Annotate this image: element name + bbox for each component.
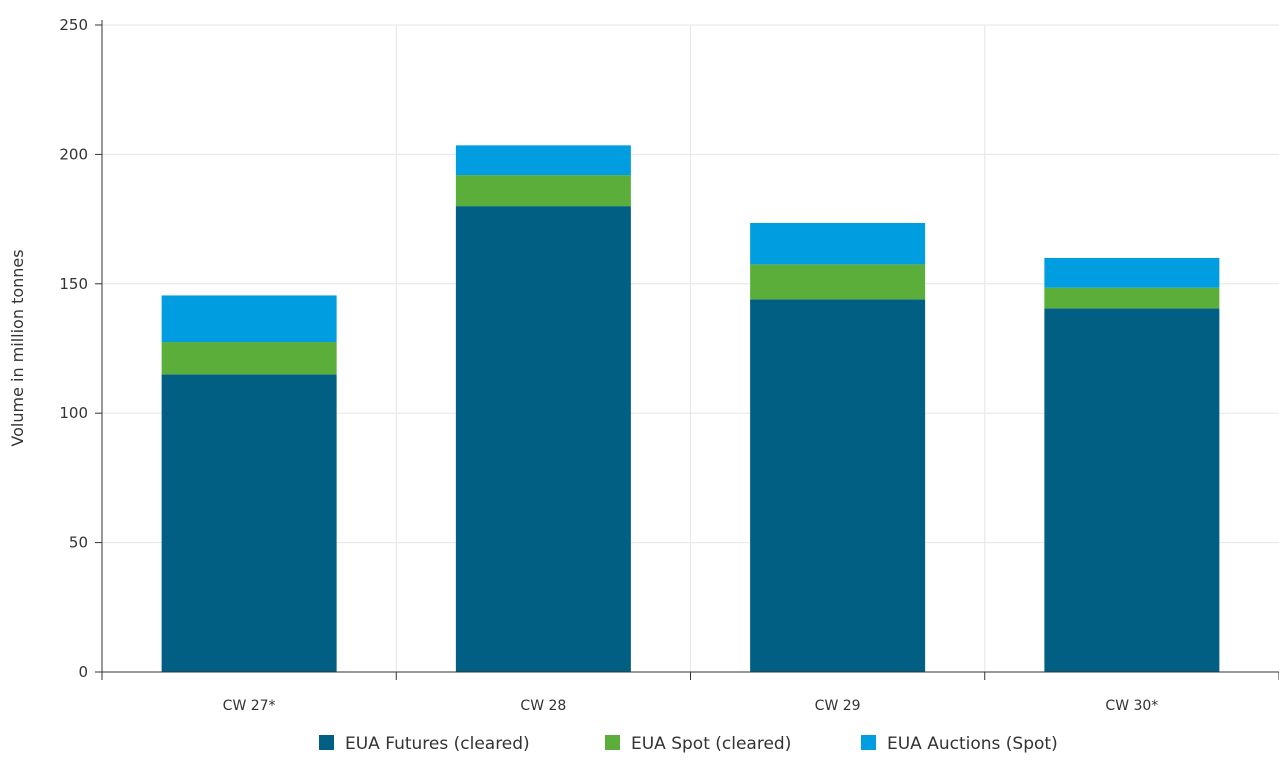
legend-item: EUA Auctions (Spot): [861, 734, 1058, 754]
bar-segment: [750, 222, 926, 265]
bar-segment: [1044, 287, 1220, 309]
bar-segment: [1044, 308, 1220, 672]
legend-swatch: [319, 735, 334, 750]
legend-item: EUA Spot (cleared): [605, 734, 791, 754]
bar-segment: [161, 374, 337, 672]
y-tick-label: 150: [59, 275, 88, 293]
x-tick-label: CW 30*: [1105, 698, 1158, 714]
y-tick-label: 200: [59, 145, 88, 163]
legend-label: EUA Spot (cleared): [631, 734, 791, 754]
bar-segment: [750, 264, 926, 300]
bar-segment: [161, 295, 337, 343]
legend-item: EUA Futures (cleared): [319, 734, 530, 754]
y-tick-label: 100: [59, 404, 88, 422]
axis-layer: 0 50 100 150 200 250 CW 27* CW 28 CW 29 CW 30*: [59, 16, 1279, 714]
y-tick-label: 50: [69, 534, 88, 552]
legend-label: EUA Futures (cleared): [345, 734, 530, 754]
x-tick-label: CW 27*: [223, 698, 276, 714]
bar-segment: [455, 206, 631, 672]
bar-segment: [161, 342, 337, 375]
y-tick-label: 250: [59, 16, 88, 34]
legend-swatch: [605, 735, 620, 750]
bar-segment: [455, 175, 631, 207]
bar-segment: [1044, 257, 1220, 288]
x-tick-label: CW 29: [815, 698, 861, 714]
y-tick-label: 0: [78, 663, 88, 681]
bar-segment: [455, 145, 631, 176]
bar-segment: [750, 299, 926, 672]
y-axis-title: Volume in million tonnes: [8, 249, 27, 446]
x-tick-label: CW 28: [520, 698, 566, 714]
legend-label: EUA Auctions (Spot): [887, 734, 1058, 754]
legend: EUA Futures (cleared) EUA Spot (cleared) E…: [319, 734, 1058, 754]
legend-swatch: [861, 735, 876, 750]
bars-layer: [161, 145, 1220, 672]
